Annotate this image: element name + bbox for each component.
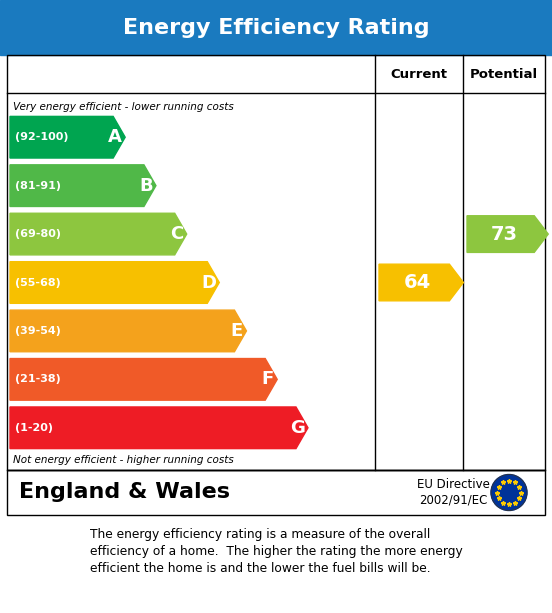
Text: The energy efficiency rating is a measure of the overall
efficiency of a home.  : The energy efficiency rating is a measur… <box>89 528 463 575</box>
Polygon shape <box>10 407 308 449</box>
Text: C: C <box>170 225 183 243</box>
Polygon shape <box>10 310 246 352</box>
Polygon shape <box>10 213 187 255</box>
Text: 64: 64 <box>404 273 431 292</box>
Text: (92-100): (92-100) <box>15 132 68 142</box>
Text: E: E <box>230 322 242 340</box>
Text: F: F <box>261 370 273 389</box>
Text: (69-80): (69-80) <box>15 229 61 239</box>
Polygon shape <box>467 216 548 253</box>
Text: A: A <box>108 128 122 147</box>
Bar <box>0 0 552 55</box>
Polygon shape <box>10 116 125 158</box>
Text: Very energy efficient - lower running costs: Very energy efficient - lower running co… <box>13 102 233 112</box>
Polygon shape <box>379 264 463 301</box>
Text: (1-20): (1-20) <box>15 423 53 433</box>
Text: B: B <box>139 177 153 195</box>
Text: 73: 73 <box>491 224 518 243</box>
Polygon shape <box>10 359 277 400</box>
Polygon shape <box>10 165 156 207</box>
Text: (21-38): (21-38) <box>15 375 61 384</box>
Text: EU Directive
2002/91/EC: EU Directive 2002/91/EC <box>417 479 490 506</box>
Text: (55-68): (55-68) <box>15 278 61 287</box>
Bar <box>7 470 545 515</box>
Text: Current: Current <box>390 67 448 80</box>
Text: (39-54): (39-54) <box>15 326 61 336</box>
Text: Potential: Potential <box>470 67 538 80</box>
Text: G: G <box>290 419 305 437</box>
Text: England & Wales: England & Wales <box>19 482 230 503</box>
Text: Not energy efficient - higher running costs: Not energy efficient - higher running co… <box>13 455 233 465</box>
Text: D: D <box>202 273 217 292</box>
Bar <box>7 55 545 470</box>
Polygon shape <box>10 262 219 303</box>
Text: (81-91): (81-91) <box>15 181 61 191</box>
Circle shape <box>491 474 527 511</box>
Text: Energy Efficiency Rating: Energy Efficiency Rating <box>123 18 429 37</box>
